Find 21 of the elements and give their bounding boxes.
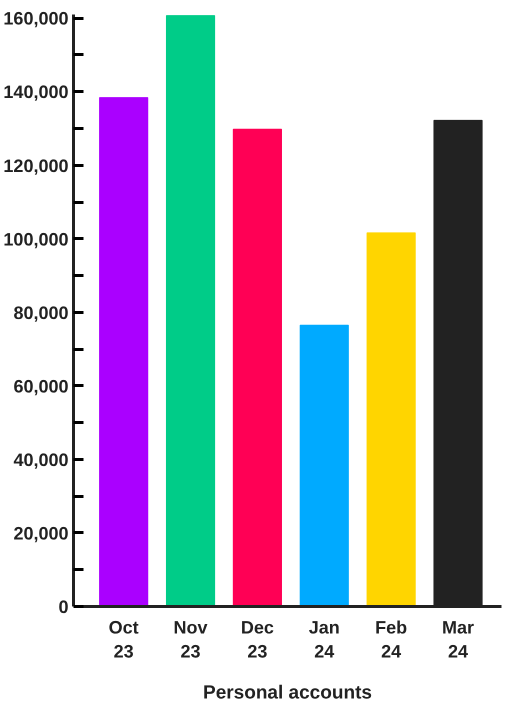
bar (232, 128, 282, 606)
y-tick-label: 100,000 (3, 229, 69, 250)
x-tick-label: Dec 23 (240, 618, 274, 662)
y-tick-label: 60,000 (13, 376, 69, 396)
x-tick-label: Jan 24 (308, 618, 340, 662)
y-tick-label: 0 (58, 597, 69, 617)
bar (166, 15, 216, 606)
y-tick-label: 120,000 (3, 156, 69, 176)
y-tick-label: 140,000 (3, 82, 69, 102)
x-tick-label: Feb 24 (375, 618, 408, 662)
x-tick-label: Oct 23 (108, 618, 139, 662)
y-tick-label: 160,000 (3, 8, 69, 29)
x-tick-label: Nov 23 (174, 618, 208, 662)
y-tick-label: 80,000 (13, 302, 69, 323)
y-tick-label: 20,000 (13, 523, 69, 544)
bar (99, 97, 148, 606)
bar (366, 232, 416, 606)
x-axis-title: Personal accounts (203, 682, 372, 704)
x-tick-label: Mar 24 (442, 618, 474, 662)
y-tick-label: 40,000 (13, 450, 69, 470)
bar (300, 324, 349, 606)
